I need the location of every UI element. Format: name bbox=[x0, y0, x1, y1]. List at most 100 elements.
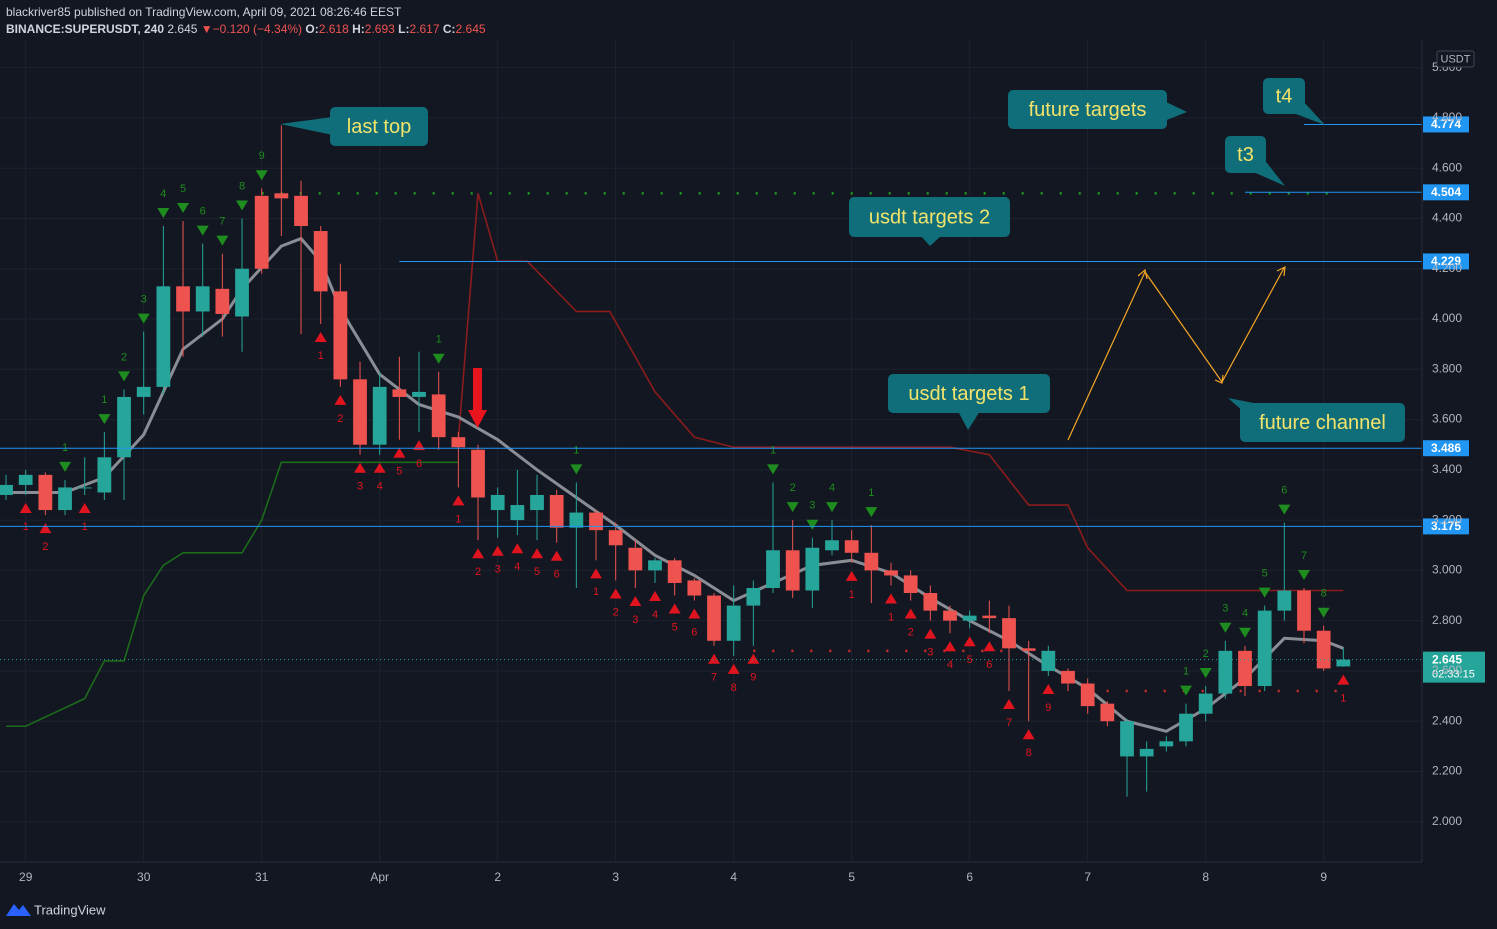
candle-body bbox=[1041, 650, 1056, 671]
td-count: 9 bbox=[1045, 702, 1051, 714]
ohlc-value: 2.617 bbox=[409, 22, 440, 36]
td-arrow bbox=[904, 608, 917, 619]
candle-body bbox=[1100, 703, 1115, 722]
td-count: 2 bbox=[42, 541, 48, 553]
td-arrow bbox=[157, 207, 170, 218]
td-arrow bbox=[137, 313, 150, 324]
arrow-head bbox=[1276, 265, 1286, 277]
callout-pointer bbox=[280, 117, 333, 135]
current-price-bg bbox=[1423, 651, 1485, 683]
candle-body bbox=[490, 494, 505, 511]
td-arrow bbox=[236, 200, 249, 211]
td-count: 4 bbox=[947, 659, 953, 671]
candles bbox=[0, 125, 1351, 797]
td-count: 3 bbox=[927, 647, 933, 659]
level-label-bg bbox=[1423, 518, 1469, 535]
td-arrow bbox=[1022, 729, 1035, 740]
td-counts: 1 1 2 3 4 5 6 7 8 9 1 1 1 2 3 4 1 1 2 3 4 5 6 7 8 1 2 1 1 2 3 4 5 6 1 2 3 4 5 6… bbox=[19, 150, 1350, 759]
td-count: 2 bbox=[613, 606, 619, 618]
y-tick-label: 2.000 bbox=[1432, 814, 1462, 828]
td-count: 7 bbox=[219, 216, 225, 228]
callout-text: usdt targets 2 bbox=[869, 206, 990, 228]
td-arrow bbox=[1042, 683, 1055, 694]
td-arrow bbox=[963, 636, 976, 647]
td-count: 6 bbox=[691, 626, 697, 638]
td-count: 4 bbox=[514, 561, 520, 573]
candle-body bbox=[1257, 610, 1272, 687]
indicator-line bbox=[6, 461, 459, 728]
td-arrow bbox=[39, 523, 52, 534]
td-count: 1 bbox=[868, 487, 874, 499]
td-count: 1 bbox=[318, 350, 324, 362]
candle-body bbox=[864, 552, 879, 571]
candle-body bbox=[805, 547, 820, 591]
symbol-line: BINANCE:SUPERUSDT, 240 2.645 ▼−0.120 (−4… bbox=[6, 21, 486, 38]
countdown: 02:33:15 bbox=[1432, 669, 1475, 681]
td-arrow bbox=[826, 502, 839, 513]
y-tick-label: 3.400 bbox=[1432, 462, 1462, 476]
td-count: 3 bbox=[1222, 603, 1228, 615]
candle-body bbox=[18, 474, 33, 485]
td-arrow bbox=[845, 570, 858, 581]
candle-body bbox=[1198, 693, 1213, 714]
change: ▼−0.120 (−4.34%) bbox=[200, 22, 303, 36]
td-arrow bbox=[885, 593, 898, 604]
signal-arrow bbox=[473, 368, 482, 412]
td-count: 4 bbox=[160, 188, 166, 200]
level-label-bg bbox=[1423, 253, 1469, 270]
td-count: 1 bbox=[436, 334, 442, 346]
td-arrow bbox=[727, 663, 740, 674]
td-arrow bbox=[1180, 685, 1193, 696]
y-tick-label: 4.600 bbox=[1432, 160, 1462, 174]
td-arrow bbox=[1337, 674, 1350, 685]
candle-body bbox=[195, 286, 210, 312]
axes: 293031Apr234567895.0004.8004.6004.4004.2… bbox=[19, 60, 1462, 884]
callout-pointer bbox=[1164, 101, 1187, 121]
td-count: 6 bbox=[554, 569, 560, 581]
candle-body bbox=[1139, 748, 1154, 757]
x-tick-label: 31 bbox=[255, 870, 269, 884]
x-tick-label: 30 bbox=[137, 870, 151, 884]
td-arrow bbox=[668, 603, 681, 614]
candle-body bbox=[117, 396, 131, 458]
td-count: 8 bbox=[1321, 588, 1327, 600]
x-tick-label: 29 bbox=[19, 870, 33, 884]
td-count: 3 bbox=[632, 614, 638, 626]
td-count: 5 bbox=[396, 466, 402, 478]
callout-pointer bbox=[958, 411, 980, 430]
candle-body bbox=[589, 512, 603, 531]
td-count: 9 bbox=[750, 672, 756, 684]
td-arrow bbox=[1258, 587, 1271, 598]
td-count: 1 bbox=[1340, 693, 1346, 705]
td-arrow bbox=[1317, 607, 1330, 618]
td-count: 6 bbox=[416, 458, 422, 470]
level-label: 3.486 bbox=[1431, 441, 1461, 455]
candle-body bbox=[943, 610, 957, 621]
callout-box bbox=[888, 374, 1050, 413]
td-arrow bbox=[59, 461, 72, 472]
td-count: 1 bbox=[101, 394, 107, 406]
td-count: 1 bbox=[770, 444, 776, 456]
candle-body bbox=[962, 615, 977, 621]
candle-body bbox=[707, 595, 721, 641]
td-count: 2 bbox=[908, 626, 914, 638]
last-price: 2.645 bbox=[167, 22, 198, 36]
candle-body bbox=[97, 457, 112, 493]
ohlc-label: O: bbox=[305, 22, 319, 36]
candle-body bbox=[451, 437, 466, 448]
x-tick-label: 3 bbox=[612, 870, 619, 884]
candle-body bbox=[1277, 590, 1292, 611]
candle-body bbox=[884, 570, 898, 576]
td-arrow bbox=[609, 588, 622, 599]
y-tick-label: 2.800 bbox=[1432, 613, 1462, 627]
candle-body bbox=[1002, 618, 1016, 649]
candle-body bbox=[1179, 713, 1193, 742]
x-tick-label: 7 bbox=[1084, 870, 1091, 884]
candle-body bbox=[648, 560, 662, 571]
td-arrow bbox=[570, 464, 583, 475]
candle-body bbox=[746, 587, 761, 606]
y-tick-label: 2.600 bbox=[1432, 663, 1462, 677]
td-arrow bbox=[983, 641, 996, 652]
td-arrow bbox=[550, 550, 563, 561]
